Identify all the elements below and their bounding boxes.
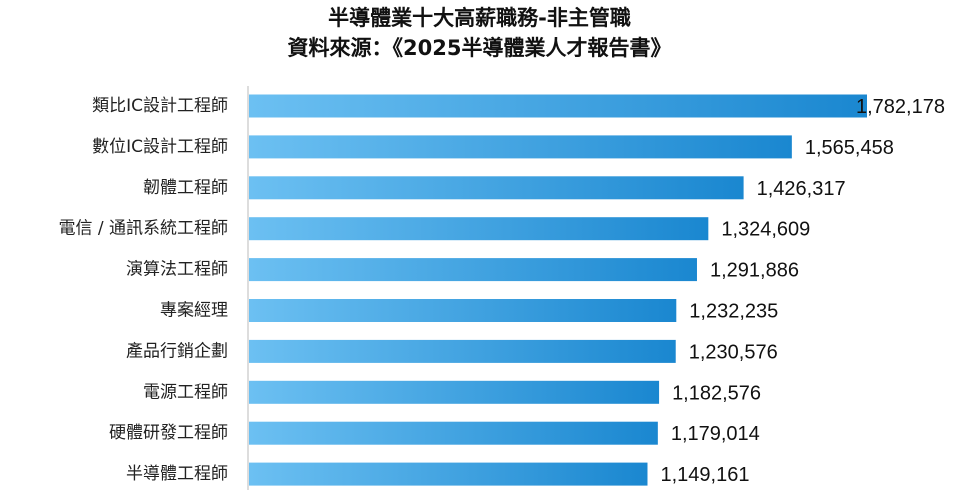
value-label: 1,230,576 (689, 341, 778, 363)
bar (249, 176, 744, 200)
value-label: 1,179,014 (671, 423, 760, 445)
chart-subtitle: 資料來源：《2025半導體業人才報告書》 (287, 36, 672, 60)
value-label: 1,782,178 (856, 96, 945, 118)
bar (249, 380, 660, 404)
category-label: 電信 / 通訊系統工程師 (58, 219, 228, 239)
bar (249, 258, 697, 282)
category-label: 韌體工程師 (143, 178, 228, 198)
bar (249, 462, 648, 486)
category-label: 專案經理 (160, 301, 228, 321)
category-label: 產品行銷企劃 (126, 341, 228, 361)
category-label: 演算法工程師 (126, 260, 228, 280)
bar (249, 299, 677, 322)
value-label: 1,149,161 (660, 464, 749, 486)
bar (249, 94, 867, 118)
bars-layer: 類比IC設計工程師 1,782,178 數位IC設計工程師 1,565,458 韌體工程… (58, 94, 945, 486)
chart-title: 半導體業十大高薪職務-非主管職 (328, 6, 631, 30)
category-label: 硬體研發工程師 (109, 423, 228, 443)
category-label: 電源工程師 (143, 382, 228, 402)
value-label: 1,324,609 (721, 219, 810, 241)
category-label: 類比IC設計工程師 (92, 96, 228, 116)
value-label: 1,291,886 (710, 260, 799, 282)
category-label: 半導體工程師 (126, 464, 228, 484)
bar (249, 135, 792, 159)
bar (249, 421, 658, 445)
bar (249, 217, 709, 241)
value-label: 1,182,576 (672, 382, 761, 404)
category-label: 數位IC設計工程師 (92, 137, 228, 157)
bar (249, 339, 676, 363)
value-label: 1,565,458 (805, 137, 894, 159)
value-label: 1,232,235 (689, 301, 778, 323)
value-label: 1,426,317 (757, 178, 846, 200)
